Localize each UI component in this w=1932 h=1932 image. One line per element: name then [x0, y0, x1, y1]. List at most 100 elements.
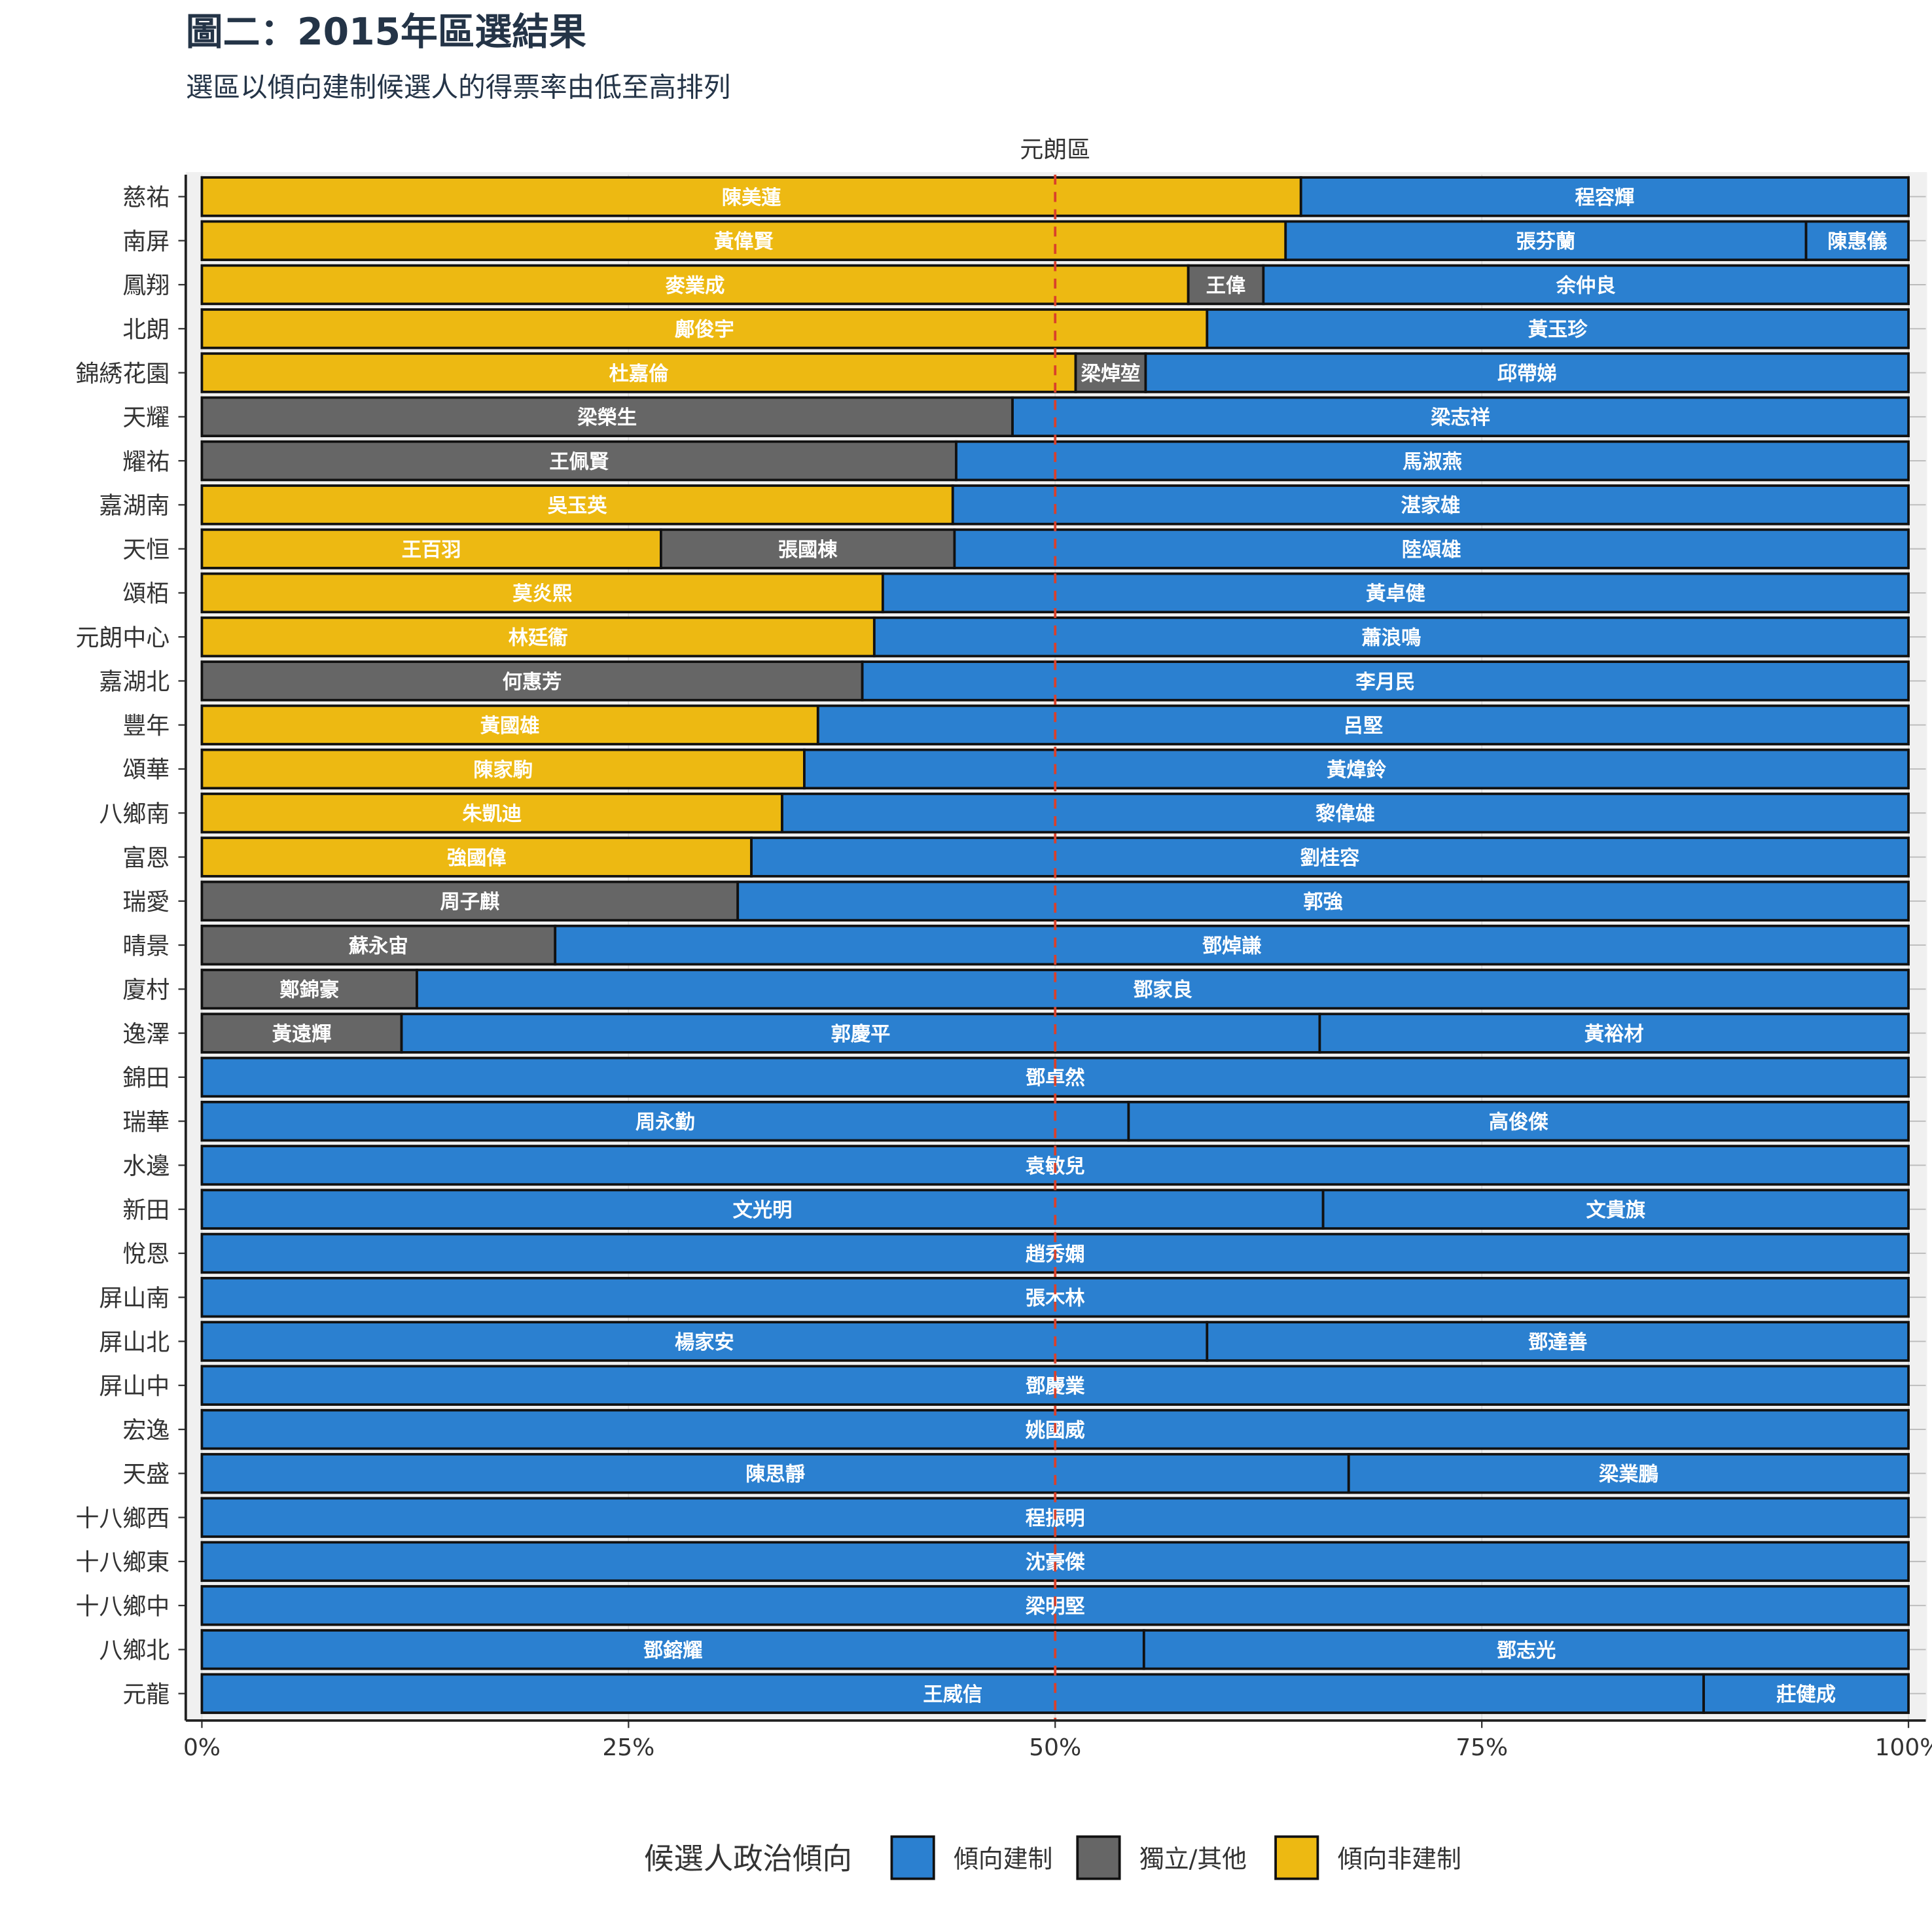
bar-label: 鄧志光 [1497, 1639, 1556, 1662]
bar-label: 馬淑燕 [1403, 450, 1462, 473]
y-tick-label: 豐年 [122, 713, 170, 740]
bar-label: 周永勤 [635, 1111, 695, 1134]
bar-label: 何惠芳 [503, 671, 562, 694]
y-tick-label: 水邊 [122, 1153, 170, 1180]
x-tick-label: 75% [1456, 1734, 1508, 1761]
legend-title: 候選人政治傾向 [644, 1841, 852, 1876]
bar-label: 高俊傑 [1489, 1111, 1549, 1134]
bar-label: 鄧焯謙 [1202, 935, 1262, 957]
bar-segment [1321, 1189, 1910, 1230]
legend-label-dem: 傾向非建制 [1338, 1845, 1461, 1874]
bar-segment [1142, 1629, 1910, 1670]
chart-title: 圖二：2015年區選結果 [186, 10, 586, 54]
bar-segment [1011, 396, 1910, 438]
y-tick-label: 屏山南 [99, 1285, 170, 1312]
y-tick-label: 屏山北 [99, 1329, 170, 1356]
bar-segment [200, 880, 740, 922]
bar-label: 陳美蓮 [722, 186, 781, 209]
bar-segment [1804, 220, 1910, 261]
bar-label: 鄧達善 [1528, 1331, 1588, 1354]
legend: 候選人政治傾向 傾向建制 獨立/其他 傾向非建制 [644, 1835, 1461, 1880]
bar-segment [416, 969, 1910, 1010]
bar-label: 梁焯堃 [1081, 362, 1141, 385]
bar-label: 王百羽 [402, 539, 461, 562]
bar-label: 黃國雄 [480, 715, 540, 738]
y-tick-label: 八鄉南 [99, 800, 170, 827]
bar-segment [1299, 176, 1910, 217]
chart-subtitle: 選區以傾向建制候選人的得票率由低至高排列 [186, 71, 731, 103]
y-tick-label: 天耀 [122, 404, 170, 431]
legend-swatch-pro [890, 1835, 935, 1880]
x-tick-label: 25% [602, 1734, 654, 1761]
bar-segment [1206, 1321, 1910, 1362]
bar-label: 王偉 [1206, 274, 1246, 297]
bar-label: 文光明 [733, 1198, 793, 1222]
bar-segment [200, 440, 957, 482]
bar-label: 梁業鵬 [1599, 1463, 1658, 1486]
bar-segment [872, 616, 1910, 658]
bar-label: 張芬蘭 [1516, 230, 1576, 253]
bar-segment [881, 572, 1910, 614]
bar-segment [200, 264, 1190, 306]
bar-label: 林廷衞 [509, 627, 568, 650]
bar-label: 梁榮生 [577, 406, 637, 429]
y-tick-label: 瑞愛 [122, 889, 170, 916]
y-tick-label: 十八鄉中 [75, 1593, 170, 1620]
bar-label: 黃卓健 [1366, 582, 1426, 605]
bar-segment [554, 924, 1910, 966]
bar-label: 鄧家良 [1133, 978, 1192, 1002]
y-tick-label: 十八鄉東 [75, 1549, 170, 1576]
facet-label: 元朗區 [1020, 136, 1090, 163]
y-tick-label: 天恒 [122, 537, 170, 564]
bar-label: 梁志祥 [1431, 406, 1490, 429]
legend-swatch-ind [1076, 1835, 1121, 1880]
legend-label-pro: 傾向建制 [954, 1845, 1052, 1874]
bar-label: 湛家雄 [1401, 495, 1461, 518]
bar-label: 鄧鎔耀 [643, 1639, 703, 1662]
bar-label: 蘇永宙 [349, 935, 408, 957]
bar-segment [200, 1629, 1145, 1670]
bar-segment [200, 528, 662, 569]
bar-segment [200, 793, 783, 834]
bar-label: 程容輝 [1575, 187, 1634, 209]
bar-label: 陳家駒 [473, 759, 533, 781]
bar-segment [1127, 1100, 1910, 1142]
bar-label: 吳玉英 [548, 495, 608, 518]
y-tick-label: 逸澤 [122, 1021, 170, 1048]
bar-segment [781, 793, 1910, 834]
bar-segment [200, 396, 1014, 438]
bar-segment [1206, 308, 1910, 349]
y-tick-label: 悅恩 [122, 1241, 170, 1268]
bar-label: 王威信 [923, 1683, 982, 1706]
y-tick-label: 錦綉花園 [75, 361, 170, 387]
y-tick-label: 錦田 [122, 1065, 170, 1092]
y-tick-label: 南屏 [122, 228, 170, 255]
y-tick-label: 嘉湖南 [99, 493, 170, 520]
bar-segment [200, 748, 806, 790]
bar-label: 文貴旗 [1586, 1198, 1645, 1222]
bar-label: 黎偉雄 [1315, 803, 1375, 826]
bar-segment [750, 836, 1910, 878]
bar-segment [200, 1100, 1130, 1142]
y-tick-label: 元朗中心 [75, 624, 170, 651]
axes: 0% 25% 50% 75% 100% 慈祐南屏鳳翔北朗錦綉花園天耀耀祐嘉湖南天恒頌栢元朗… [75, 174, 1932, 1761]
bar-label: 劉桂容 [1300, 847, 1360, 870]
bar-segment [816, 704, 1910, 745]
bar-label: 蕭浪鳴 [1362, 626, 1422, 650]
bar-label: 郭強 [1303, 891, 1343, 914]
bar-label: 陳惠儀 [1827, 230, 1887, 253]
y-tick-label: 北朗 [122, 317, 170, 344]
bar-segment [200, 1189, 1325, 1230]
y-tick-label: 鳳翔 [122, 272, 170, 299]
bar-segment [1187, 264, 1265, 306]
bar-segment [200, 352, 1077, 393]
y-tick-label: 元龍 [122, 1681, 170, 1708]
bar-label: 陸頌雄 [1402, 539, 1461, 562]
y-tick-label: 頌栢 [122, 581, 170, 607]
y-tick-label: 富恩 [122, 845, 170, 872]
bar-segment [1702, 1673, 1910, 1714]
bar-label: 張國棟 [778, 539, 838, 562]
bar-label: 麥業成 [665, 274, 725, 297]
legend-label-ind: 獨立/其他 [1139, 1845, 1247, 1874]
